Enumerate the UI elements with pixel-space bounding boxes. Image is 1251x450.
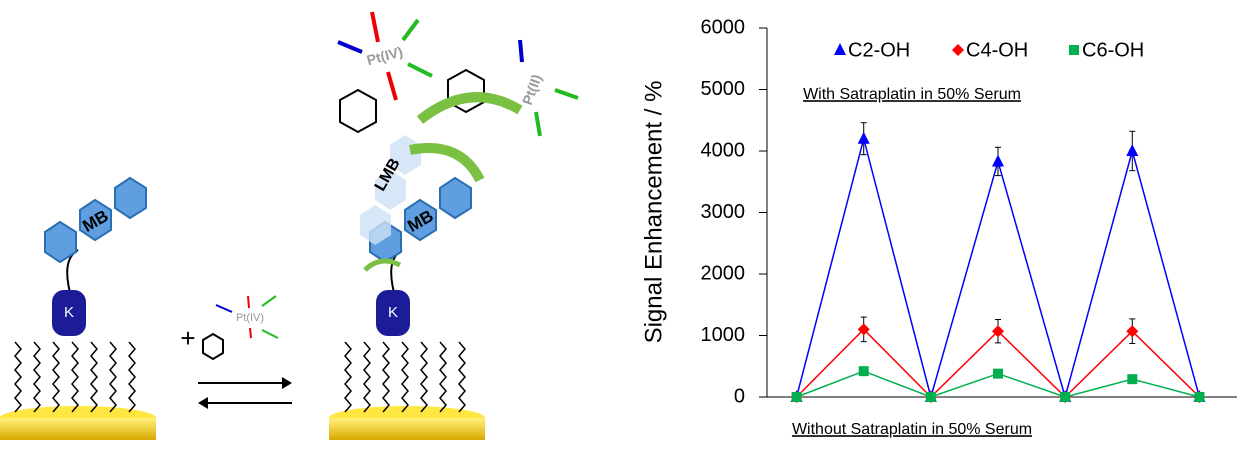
ring xyxy=(404,198,437,242)
ring xyxy=(375,170,406,210)
point xyxy=(1126,144,1139,156)
legend-label: C6-OH xyxy=(1082,39,1144,61)
ligand xyxy=(401,18,420,42)
point xyxy=(993,368,1003,379)
ring xyxy=(114,176,147,220)
point xyxy=(1060,392,1071,402)
legend-marker xyxy=(834,43,846,55)
k-label: K xyxy=(64,304,74,321)
point xyxy=(992,154,1004,167)
ligand xyxy=(249,327,252,339)
residue xyxy=(376,290,410,336)
chain xyxy=(401,341,409,413)
y-tick-label: 0 xyxy=(734,385,745,407)
point xyxy=(857,323,870,336)
chain xyxy=(33,341,41,413)
point xyxy=(857,131,870,144)
ligand xyxy=(407,62,433,78)
electrode xyxy=(329,418,485,440)
ring xyxy=(360,205,391,245)
pt-label: Pt(IV) xyxy=(236,312,264,324)
ligand xyxy=(518,39,524,63)
chain xyxy=(382,341,390,413)
y-axis-label: Signal Enhancement / % xyxy=(640,81,667,344)
residue xyxy=(52,290,86,336)
ligand xyxy=(554,88,579,100)
ring xyxy=(439,176,472,220)
point xyxy=(1194,392,1205,402)
legend-marker xyxy=(1069,45,1079,55)
arrow xyxy=(416,92,523,124)
chain xyxy=(52,341,60,413)
y-tick-label: 6000 xyxy=(701,16,746,38)
chain xyxy=(458,341,466,413)
chain xyxy=(14,341,22,413)
chain xyxy=(344,341,352,413)
ligand xyxy=(261,295,277,307)
ligand xyxy=(386,71,398,101)
chain xyxy=(439,341,447,413)
schematic: K K MB MB LMB + Pt(IV) Pt(IV) Pt(II) xyxy=(0,11,579,440)
arrow xyxy=(409,143,485,183)
ligand xyxy=(261,329,279,339)
y-tick-label: 3000 xyxy=(701,201,746,223)
cyclohexyl xyxy=(202,332,224,361)
y-tick-label: 1000 xyxy=(701,324,746,346)
annotation: Without Satraplatin in 50% Serum xyxy=(792,421,1032,438)
ring xyxy=(44,220,77,264)
ligand xyxy=(534,111,542,137)
k-label: K xyxy=(388,304,398,321)
arrowhead xyxy=(198,397,208,409)
series-line xyxy=(795,135,1201,400)
y-tick-label: 2000 xyxy=(701,262,746,284)
ring xyxy=(79,198,112,242)
ligand xyxy=(337,40,363,54)
chain xyxy=(420,341,428,413)
point xyxy=(791,392,802,402)
ligands xyxy=(215,11,579,339)
mb-rings xyxy=(44,176,472,264)
pt-label: Pt(II) xyxy=(519,72,545,107)
y-tick-label: 5000 xyxy=(701,78,746,100)
pt-label: Pt(IV) xyxy=(365,43,404,68)
chain xyxy=(128,341,136,413)
legend-marker xyxy=(952,44,964,56)
chain xyxy=(71,341,79,413)
point xyxy=(1127,374,1138,385)
point xyxy=(992,325,1004,338)
cyclohexyl xyxy=(339,88,377,134)
arrow xyxy=(363,258,402,272)
point xyxy=(1126,325,1139,338)
ligand xyxy=(215,304,233,313)
chain xyxy=(363,341,371,413)
point xyxy=(925,392,936,402)
electrode xyxy=(0,418,156,440)
arrowhead xyxy=(282,377,292,389)
annotation: With Satraplatin in 50% Serum xyxy=(803,86,1021,103)
plus: + xyxy=(180,323,195,353)
legend-label: C2-OH xyxy=(848,39,910,61)
point xyxy=(858,366,869,377)
ligand xyxy=(247,295,250,309)
y-tick-label: 4000 xyxy=(701,139,746,161)
chain xyxy=(90,341,98,413)
legend-label: C4-OH xyxy=(966,39,1028,61)
chain xyxy=(109,341,117,413)
ligand xyxy=(370,11,380,43)
